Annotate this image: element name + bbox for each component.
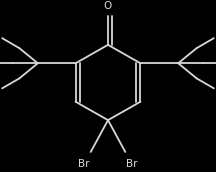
Text: Br: Br [78, 159, 90, 169]
Text: Br: Br [126, 159, 138, 169]
Text: O: O [104, 1, 112, 11]
